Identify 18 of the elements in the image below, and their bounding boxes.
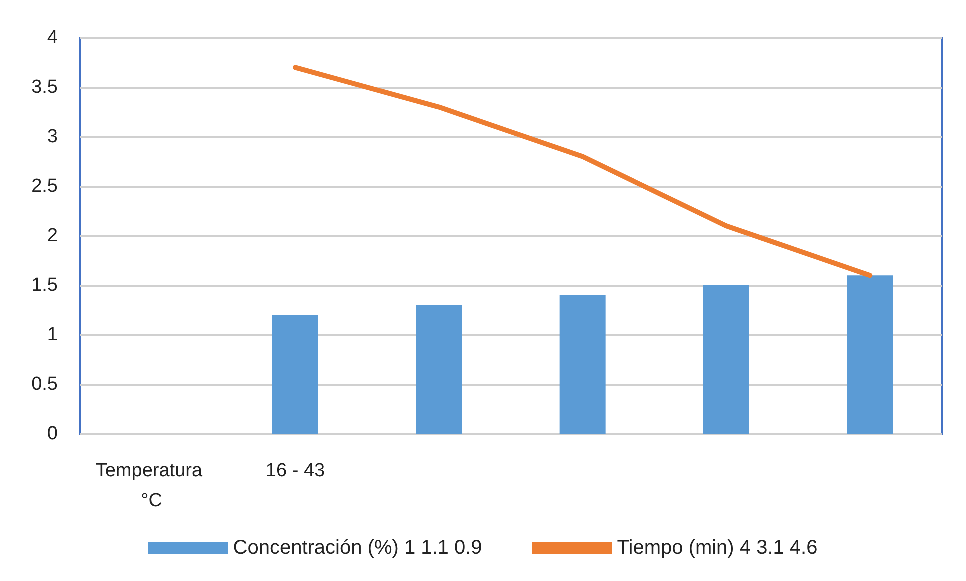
y-tick-label: 3.5 bbox=[32, 77, 58, 98]
bar bbox=[416, 305, 462, 434]
bar bbox=[847, 276, 894, 434]
y-tick-label: 4 bbox=[47, 28, 58, 48]
bar bbox=[704, 286, 750, 434]
y-tick-label: 3 bbox=[47, 126, 58, 148]
y-tick-label: 0.5 bbox=[32, 374, 58, 395]
y-tick-label: 1 bbox=[47, 324, 58, 346]
y-tick-label: 2.5 bbox=[32, 176, 58, 197]
y-tick-label: 2 bbox=[47, 226, 58, 246]
x-tick-label: Temperatura °C bbox=[96, 460, 208, 512]
bar bbox=[560, 295, 606, 434]
y-tick-label: 0 bbox=[47, 424, 58, 444]
y-tick-label: 1.5 bbox=[32, 275, 58, 296]
legend-label: Tiempo (min) 4 3.1 4.6 bbox=[617, 537, 818, 559]
legend-label: Concentración (%) 1 1.1 0.9 bbox=[233, 537, 482, 559]
x-tick-label: 16 - 43 bbox=[266, 460, 326, 482]
bar bbox=[272, 315, 318, 434]
